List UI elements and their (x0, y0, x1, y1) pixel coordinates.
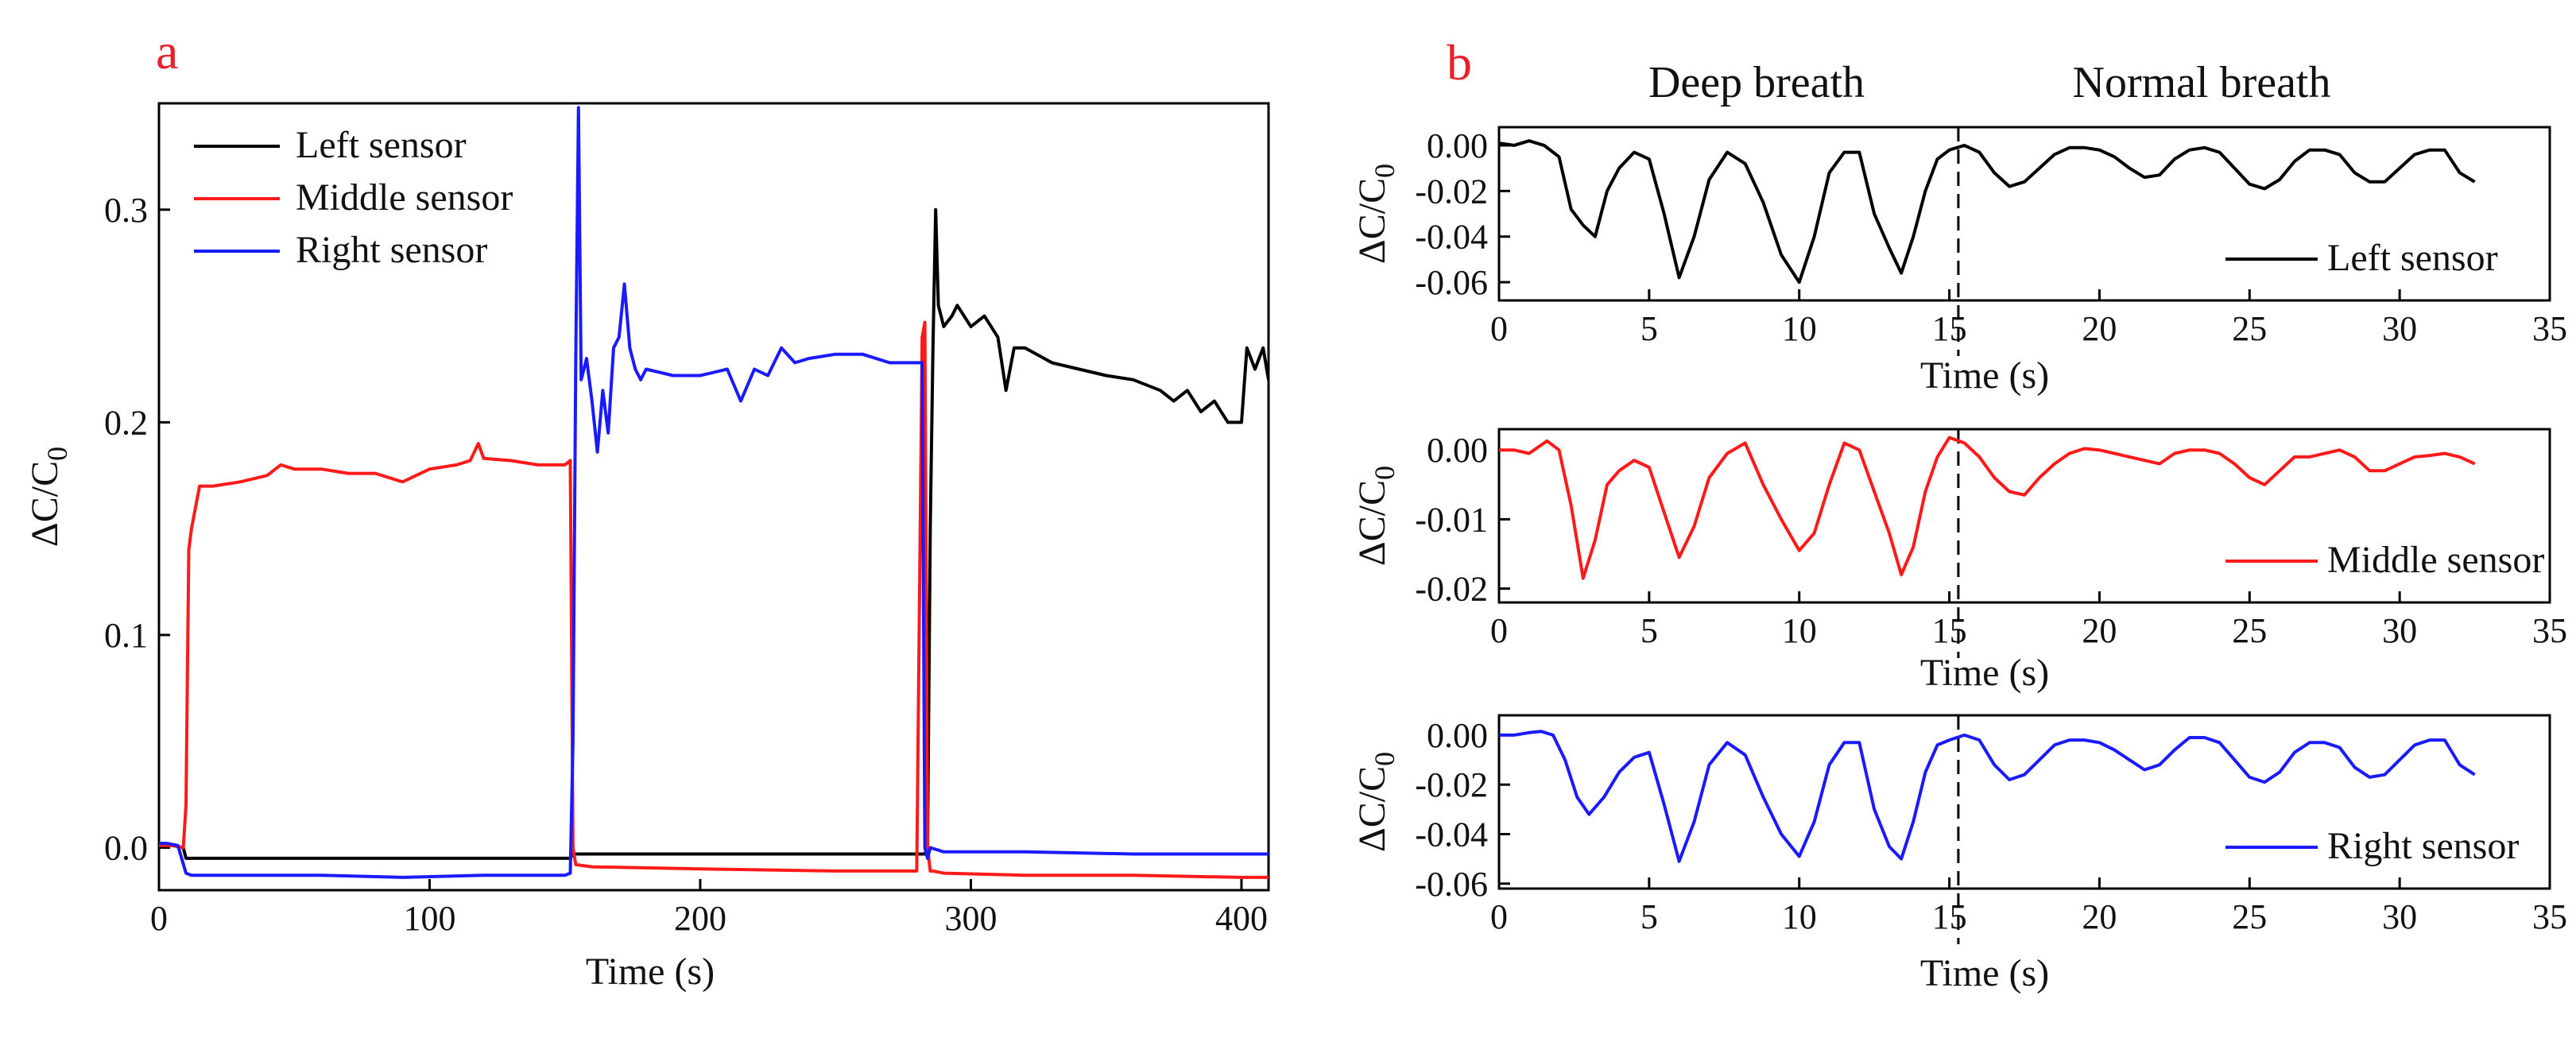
plot-frame (157, 102, 1270, 892)
x-axis-label: Time (s) (586, 951, 715, 993)
y-axis-label-subscript: 0 (1369, 466, 1400, 480)
y-axis-label-main: ΔC/C (1351, 178, 1393, 264)
y-tick-label: -0.01 (1415, 500, 1488, 539)
y-tick-label: -0.02 (1415, 172, 1488, 211)
series-line-middle (1499, 436, 2476, 580)
x-axis-label: Time (s) (1920, 354, 2049, 397)
x-tick-label: 35 (2532, 611, 2567, 650)
legend-label: Left sensor (296, 124, 467, 166)
y-axis-label: ΔC/C0 (24, 447, 73, 547)
x-tick-label: 5 (1641, 897, 1658, 936)
series-line-middle (159, 320, 1269, 879)
x-tick-label: 5 (1641, 309, 1658, 348)
series-line-left (1499, 139, 2476, 285)
panel-b-label: b (1447, 34, 1472, 91)
x-tick-label: 0 (1490, 309, 1508, 348)
y-tick-label: 0.1 (104, 616, 148, 655)
y-axis-label-subscript: 0 (1369, 164, 1400, 178)
x-tick-label: 15 (1932, 309, 1967, 348)
y-tick-label: -0.04 (1415, 815, 1488, 854)
x-tick-label: 300 (944, 899, 997, 938)
y-axis-label: ΔC/C0 (1351, 164, 1400, 264)
panel-b-middle-chart: 0 5 10 15 20 25 30 35 0.00 -0.01 -0.02 Time (s) ΔC/C… (1351, 428, 2567, 694)
x-tick-label: 400 (1215, 899, 1268, 938)
legend-label: Right sensor (2327, 825, 2519, 867)
normal-breath-header: Normal breath (2073, 58, 2331, 107)
y-axis-label-subscript: 0 (41, 447, 73, 461)
y-tick-label: -0.02 (1415, 765, 1488, 804)
x-tick-label: 30 (2382, 897, 2417, 936)
panel-a-label: a (156, 23, 178, 79)
x-axis-label: Time (s) (1920, 952, 2049, 994)
x-tick-label: 30 (2382, 309, 2417, 348)
series-line-right (1499, 730, 2476, 863)
x-tick-label: 0 (1490, 611, 1508, 650)
x-tick-label: 25 (2232, 897, 2267, 936)
panel-b-left-chart: 0 5 10 15 20 25 30 35 0.00 -0.02 -0.04 -0.06 Time (s… (1351, 126, 2567, 397)
y-tick-label: 0.00 (1427, 431, 1488, 470)
x-tick-label: 30 (2382, 611, 2417, 650)
y-axis-label: ΔC/C0 (1351, 752, 1400, 852)
y-axis-label: ΔC/C0 (1351, 466, 1400, 566)
x-tick-label: 15 (1932, 611, 1967, 650)
x-tick-label: 100 (403, 899, 455, 938)
legend-label: Right sensor (296, 229, 487, 271)
x-tick-label: 20 (2082, 897, 2117, 936)
x-tick-label: 20 (2082, 611, 2117, 650)
x-tick-label: 25 (2232, 611, 2267, 650)
y-axis-label-main: ΔC/C (1351, 480, 1393, 566)
plot-frame (1497, 428, 2551, 604)
deep-breath-header: Deep breath (1648, 58, 1865, 107)
x-tick-label: 10 (1782, 611, 1817, 650)
x-axis-label: Time (s) (1920, 652, 2049, 694)
y-tick-label: 0.0 (104, 828, 148, 867)
series-line-right (159, 106, 1269, 879)
x-tick-label: 25 (2232, 309, 2267, 348)
x-tick-label: 10 (1782, 897, 1817, 936)
x-tick-label: 15 (1932, 897, 1967, 936)
y-tick-label: 0.00 (1427, 126, 1488, 165)
plot-frame (1497, 126, 2551, 302)
y-tick-label: 0.00 (1427, 716, 1488, 755)
x-tick-label: 0 (1490, 897, 1508, 936)
x-tick-label: 35 (2532, 309, 2567, 348)
y-axis-label-subscript: 0 (1369, 752, 1400, 766)
legend-label: Middle sensor (296, 176, 513, 219)
panel-b-right-chart: 0 5 10 15 20 25 30 35 0.00 -0.02 -0.04 -0.06 Time (s… (1351, 714, 2567, 994)
plot-frame (1497, 714, 2551, 890)
y-tick-label: 0.2 (104, 403, 148, 442)
x-tick-label: 5 (1641, 611, 1658, 650)
legend-label: Left sensor (2327, 237, 2498, 279)
y-tick-label: -0.04 (1415, 218, 1488, 257)
y-tick-label: 0.3 (104, 191, 148, 230)
y-tick-label: -0.06 (1415, 865, 1488, 904)
series-line-left (159, 207, 1269, 860)
x-tick-label: 20 (2082, 309, 2117, 348)
x-tick-label: 10 (1782, 309, 1817, 348)
y-tick-label: -0.06 (1415, 263, 1488, 302)
x-tick-label: 35 (2532, 897, 2567, 936)
y-tick-label: -0.02 (1415, 570, 1488, 609)
y-axis-label-main: ΔC/C (24, 461, 66, 547)
y-axis-label-main: ΔC/C (1351, 766, 1393, 852)
x-tick-label: 200 (674, 899, 726, 938)
x-tick-label: 0 (150, 899, 168, 938)
legend-label: Middle sensor (2327, 539, 2544, 581)
